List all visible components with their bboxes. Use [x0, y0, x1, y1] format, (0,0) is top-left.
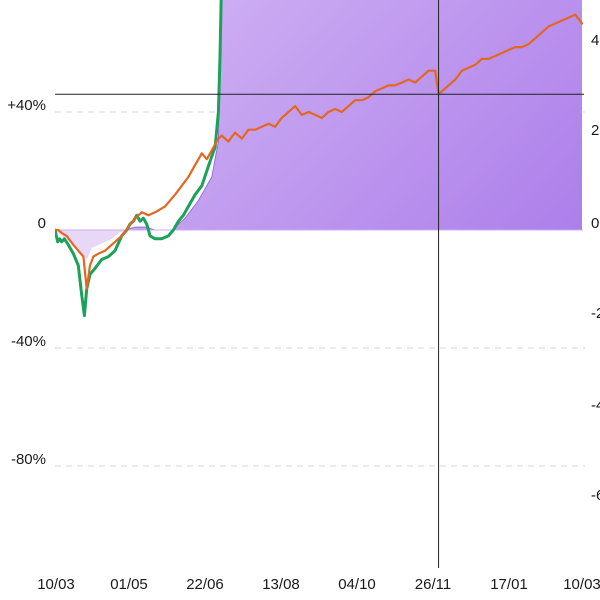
- y-tick-right: -2: [591, 305, 600, 322]
- orange-series-line: [55, 13, 584, 291]
- x-tick-label: 10/03: [563, 576, 600, 593]
- y-tick-right: 0: [591, 215, 599, 232]
- y-tick-right: 2: [591, 122, 599, 139]
- area-fill: [55, 0, 582, 260]
- x-tick-label: 13/08: [262, 576, 300, 593]
- y-tick-right: -4: [591, 397, 600, 414]
- x-tick-label: 22/06: [186, 576, 224, 593]
- y-axis-left-labels: +40% 0 -40% -80%: [7, 97, 46, 468]
- green-series-line: [55, 0, 223, 318]
- x-tick-label: 26/11: [415, 576, 451, 593]
- y-tick-left: 0: [38, 215, 46, 232]
- x-tick-label: 10/03: [37, 576, 75, 593]
- x-axis-labels: 10/03 01/05 22/06 13/08 04/10 26/11 17/01 10/03: [37, 576, 600, 593]
- crosshair: [55, 0, 584, 568]
- y-tick-left: -80%: [11, 451, 46, 468]
- y-tick-right: 4: [591, 32, 599, 49]
- x-tick-label: 01/05: [110, 576, 148, 593]
- y-tick-left: +40%: [7, 97, 46, 114]
- x-tick-label: 17/01: [490, 576, 528, 593]
- line-series: [55, 0, 584, 318]
- y-axis-right-labels: 4 2 0 -2 -4 -6: [591, 32, 600, 504]
- area-negative-fill: [55, 230, 582, 260]
- y-tick-right: -6: [591, 487, 600, 504]
- y-tick-left: -40%: [11, 333, 46, 350]
- x-tick-label: 04/10: [338, 576, 376, 593]
